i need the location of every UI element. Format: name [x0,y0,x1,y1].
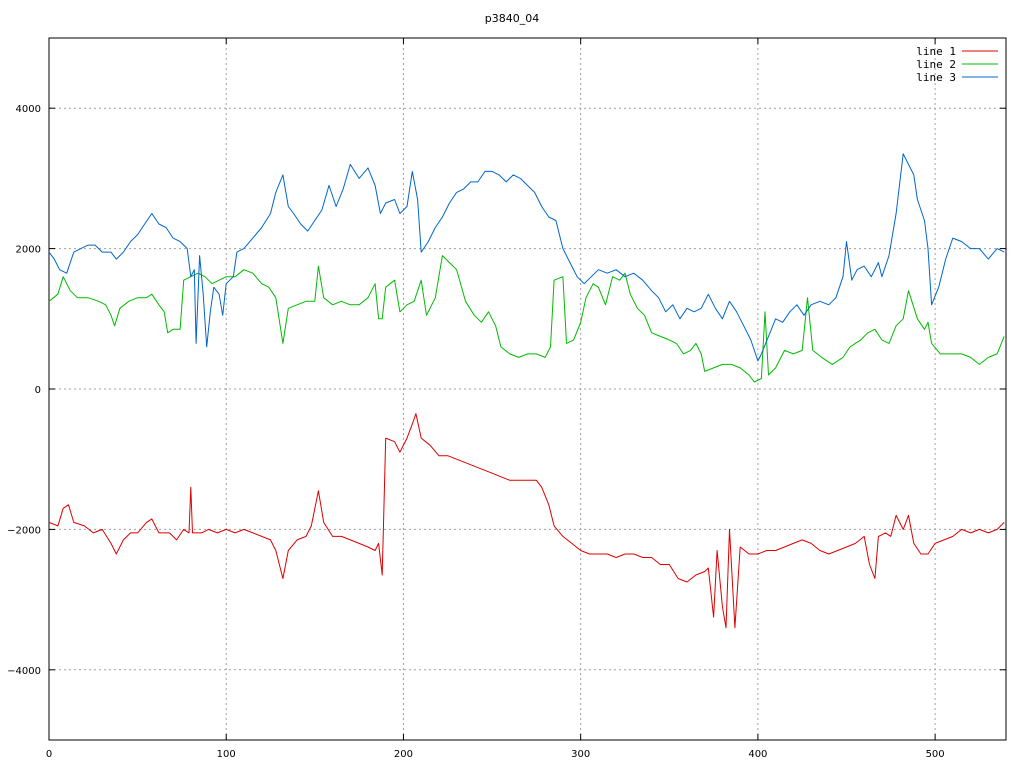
y-tick-label: 2000 [16,245,41,256]
x-tick-label: 0 [46,749,52,760]
x-tick-label: 200 [394,749,413,760]
y-tick-label: −2000 [7,525,41,536]
series-line-3 [48,153,1005,362]
x-tick-label: 500 [926,749,945,760]
x-tick-label: 400 [748,749,767,760]
y-tick-label: 4000 [16,104,41,115]
legend-label-2: line 2 [916,58,956,71]
x-tick-label: 100 [217,749,236,760]
grid-lines [49,38,1006,740]
legend-label-3: line 3 [916,71,956,84]
x-tick-label: 300 [571,749,590,760]
y-tick-label: −4000 [7,666,41,677]
y-tick-label: 0 [35,385,41,396]
axes: 0 100 200 300 400 500 −4000 −2000 0 2000 4000 [7,37,1007,760]
chart-title: p3840_04 [485,12,539,25]
series-line-1 [48,413,1005,629]
data-series [48,153,1005,629]
legend-label-1: line 1 [916,45,956,58]
